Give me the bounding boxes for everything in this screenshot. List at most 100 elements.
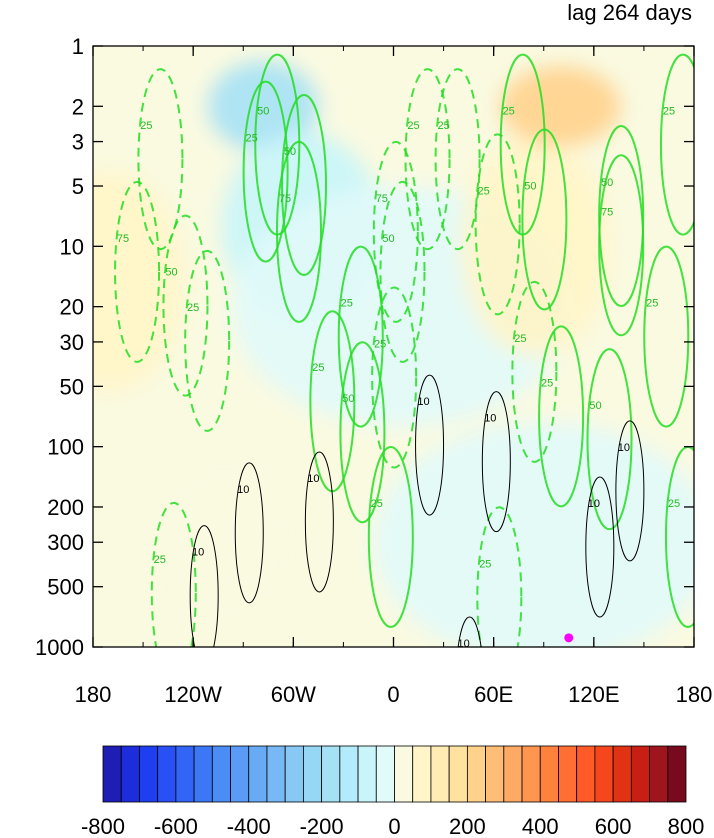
colorbar-box	[339, 745, 359, 803]
colorbar-box	[193, 745, 213, 803]
black-contour	[481, 391, 511, 533]
black-contour-label: 10	[237, 484, 249, 496]
green-contour-label: 25	[646, 298, 658, 310]
x-tick-label: 180	[75, 682, 112, 707]
x-tick-label: 60W	[271, 682, 316, 707]
y-tick-label: 10	[60, 234, 84, 259]
black-contour-label: 10	[457, 638, 469, 650]
x-tick-label: 60E	[474, 682, 513, 707]
colorbar-box	[576, 745, 596, 803]
colorbar-box	[175, 745, 195, 803]
y-tick-label: 50	[60, 374, 84, 399]
green-contour	[339, 341, 386, 524]
y-tick-label: 3	[72, 130, 84, 155]
green-contour-label: 25	[245, 133, 257, 145]
green-contour-label: 25	[407, 120, 419, 132]
green-contour-label: 50	[342, 393, 354, 405]
colorbar-box	[539, 745, 559, 803]
colorbar-box	[466, 745, 486, 803]
green-contour	[586, 348, 633, 531]
x-tick-label: 180	[676, 682, 713, 707]
colorbar-box	[211, 745, 231, 803]
y-tick-label: 1000	[35, 635, 84, 660]
colorbar-box	[248, 745, 268, 803]
green-contour	[404, 68, 451, 251]
x-tick-label: 120W	[164, 682, 222, 707]
green-contour	[337, 245, 384, 428]
colorbar-label: 800	[668, 814, 705, 838]
green-contour-label: 25	[154, 554, 166, 566]
colorbar: -800 -600 -400 -200 0 200 400 600 800	[81, 745, 705, 838]
colorbar-box	[630, 745, 650, 803]
green-contour-label: 25	[140, 120, 152, 132]
green-contour-label: 25	[371, 498, 383, 510]
shading-field	[93, 46, 694, 647]
colorbar-box	[266, 745, 286, 803]
green-contour-label: 25	[663, 106, 675, 118]
y-tick-label: 1	[72, 34, 84, 59]
green-contour	[521, 128, 568, 311]
green-contour-label: 75	[117, 233, 129, 245]
y-axis: 1 2 3 5 10 20 30 50 100 200 300 500 1000	[35, 34, 694, 660]
location-marker	[564, 633, 574, 643]
green-contour-label: 25	[668, 498, 680, 510]
shading-region	[166, 462, 287, 623]
y-tick-label: 20	[60, 295, 84, 320]
colorbar-box	[230, 745, 250, 803]
colorbar-box	[120, 745, 140, 803]
y-tick-label: 2	[72, 94, 84, 119]
y-tick-label: 500	[47, 575, 84, 600]
colorbar-box	[667, 745, 687, 803]
green-contour-label: 25	[341, 298, 353, 310]
green-contour	[114, 180, 161, 363]
contour-lines	[114, 53, 694, 647]
green-contour-label: 50	[382, 233, 394, 245]
colorbar-label: -800	[81, 814, 125, 838]
green-contour-label: 25	[312, 362, 324, 374]
green-contour	[476, 506, 523, 647]
colorbar-label: -400	[227, 814, 271, 838]
colorbar-box	[375, 745, 395, 803]
green-contour-label: 50	[284, 146, 296, 158]
green-contour-label: 75	[601, 206, 613, 218]
shading-region	[93, 171, 185, 392]
green-contour-label: 50	[601, 177, 613, 189]
black-contour	[304, 451, 334, 593]
colorbar-label: -600	[154, 814, 198, 838]
colorbar-box	[357, 745, 377, 803]
green-contour	[474, 133, 521, 316]
green-contour	[434, 68, 481, 251]
green-contour-label: 50	[257, 106, 269, 118]
colorbar-box	[503, 745, 523, 803]
colorbar-label: -200	[300, 814, 344, 838]
green-contour	[372, 140, 419, 323]
green-contour-label: 50	[165, 267, 177, 279]
y-tick-label: 300	[47, 530, 84, 555]
green-contour-label: 25	[541, 377, 553, 389]
green-contour-label: 75	[376, 193, 388, 205]
y-tick-label: 30	[60, 330, 84, 355]
colorbar-box	[448, 745, 468, 803]
black-contour-label: 10	[307, 473, 319, 485]
green-contour	[379, 180, 426, 363]
green-contour-label: 50	[589, 400, 601, 412]
marker-dot	[564, 633, 574, 643]
green-contour-label: 50	[524, 180, 536, 192]
black-contour-label: 10	[417, 396, 429, 408]
black-contour-label: 10	[192, 547, 204, 559]
colorbar-label: 0	[388, 814, 400, 838]
green-contour	[643, 245, 690, 428]
green-contour	[511, 280, 558, 463]
black-contour-label: 10	[618, 442, 630, 454]
colorbar-box	[102, 745, 122, 803]
green-contour	[367, 445, 414, 628]
green-contour	[598, 125, 645, 308]
colorbar-box	[430, 745, 450, 803]
black-contour	[585, 476, 615, 618]
colorbar-box	[303, 745, 323, 803]
colorbar-box	[612, 745, 632, 803]
y-tick-label: 5	[72, 174, 84, 199]
colorbar-box	[157, 745, 177, 803]
colorbar-label: 600	[595, 814, 632, 838]
green-contour-label: 25	[187, 302, 199, 314]
